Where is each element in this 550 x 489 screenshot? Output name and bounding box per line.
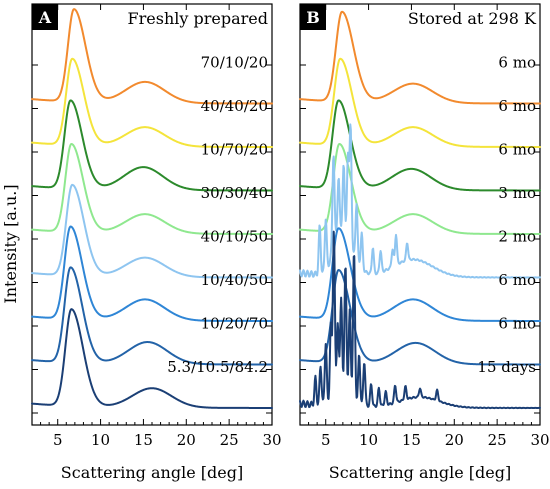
series-label-b-7: 15 days <box>477 358 536 376</box>
panel-a-series-labels: 70/10/20 40/40/20 10/70/20 30/30/40 40/10/50… <box>167 53 268 376</box>
panel-a-letter-box <box>32 4 58 30</box>
series-label-a-2: 10/70/20 <box>201 140 268 158</box>
series-label-a-4: 40/10/50 <box>201 227 268 245</box>
series-label-b-0: 6 mo <box>498 53 536 71</box>
series-line-b-4 <box>299 123 541 279</box>
panel-b-ticks: 5 10 15 20 25 30 <box>299 4 550 449</box>
series-line-a-6 <box>31 266 273 366</box>
panel-a: A Freshly prepared 5 10 15 20 25 30 70/10/20 4… <box>31 3 282 482</box>
x-tick-label-b-1: 10 <box>359 431 378 449</box>
series-label-a-6: 10/20/70 <box>201 314 268 332</box>
series-label-b-3: 3 mo <box>498 184 536 202</box>
series-label-a-7: 5.3/10.5/84.2 <box>167 358 268 376</box>
panel-b-x-axis-title: Scattering angle [deg] <box>329 463 511 482</box>
series-line-a-7 <box>31 308 273 409</box>
panel-a-ticks: 5 10 15 20 25 30 <box>31 4 282 449</box>
series-label-a-1: 40/40/20 <box>201 97 268 115</box>
series-label-a-5: 10/40/50 <box>201 271 268 289</box>
series-label-b-6: 6 mo <box>498 314 536 332</box>
x-tick-label-b-5: 30 <box>530 431 549 449</box>
panel-b-curves <box>299 10 541 410</box>
panel-b-letter: B <box>306 8 320 27</box>
x-tick-label-a-3: 20 <box>177 431 196 449</box>
y-axis-title: Intensity [a.u.] <box>1 184 20 303</box>
series-line-a-5 <box>31 225 273 322</box>
series-label-b-5: 6 mo <box>498 271 536 289</box>
x-tick-label-a-5: 30 <box>262 431 281 449</box>
series-line-b-3 <box>299 142 541 235</box>
panel-b-title: Stored at 298 K <box>408 9 537 28</box>
series-line-a-3 <box>31 142 273 235</box>
panel-b-letter-box <box>300 4 326 30</box>
x-tick-label-b-2: 15 <box>402 431 421 449</box>
x-tick-label-b-0: 5 <box>321 431 331 449</box>
series-line-a-4 <box>31 183 273 279</box>
series-line-b-1 <box>299 57 541 148</box>
x-tick-label-a-0: 5 <box>53 431 63 449</box>
x-tick-label-a-4: 25 <box>220 431 239 449</box>
series-line-b-5 <box>299 227 541 322</box>
series-line-a-2 <box>31 99 273 192</box>
series-line-a-1 <box>31 57 273 148</box>
series-line-b-7 <box>299 230 541 410</box>
panel-a-letter: A <box>38 8 52 27</box>
series-label-a-0: 70/10/20 <box>201 53 268 71</box>
series-label-b-2: 6 mo <box>498 140 536 158</box>
x-tick-label-b-3: 20 <box>445 431 464 449</box>
series-line-b-6 <box>299 269 541 366</box>
panel-a-curves <box>31 8 273 409</box>
x-tick-label-a-1: 10 <box>91 431 110 449</box>
panel-a-x-axis-title: Scattering angle [deg] <box>61 463 243 482</box>
panel-b: B Stored at 298 K 5 10 15 20 25 30 6 mo6 mo6 … <box>299 3 550 482</box>
panel-a-title: Freshly prepared <box>128 9 268 28</box>
panel-b-series-labels: 6 mo 6 mo 6 mo 3 mo 2 mo 6 mo 6 mo 15 days <box>477 53 536 376</box>
series-line-b-2 <box>299 99 541 192</box>
series-line-b-0 <box>299 10 541 105</box>
series-line-a-0 <box>31 8 273 105</box>
series-label-a-3: 30/30/40 <box>201 184 268 202</box>
x-tick-label-a-2: 15 <box>134 431 153 449</box>
series-label-b-1: 6 mo <box>498 97 536 115</box>
x-tick-label-b-4: 25 <box>488 431 507 449</box>
series-label-b-4: 2 mo <box>498 227 536 245</box>
